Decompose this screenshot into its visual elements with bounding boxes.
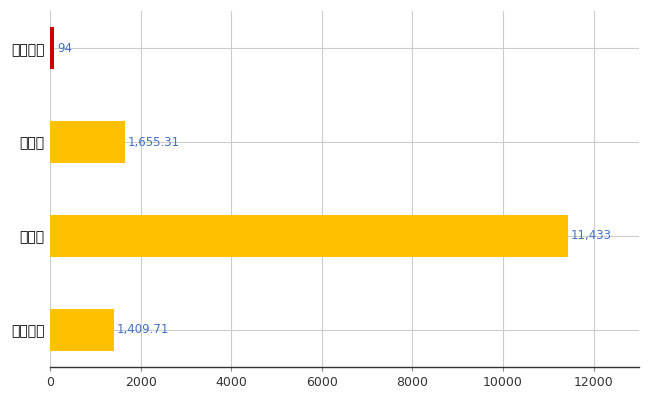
Text: 1,655.31: 1,655.31	[128, 136, 180, 149]
Text: 11,433: 11,433	[571, 229, 612, 242]
Bar	[50, 27, 55, 70]
Text: 94: 94	[57, 42, 72, 55]
Bar	[50, 308, 114, 351]
Bar	[50, 121, 125, 163]
Text: 1,409.71: 1,409.71	[117, 323, 169, 336]
Bar	[50, 215, 568, 257]
